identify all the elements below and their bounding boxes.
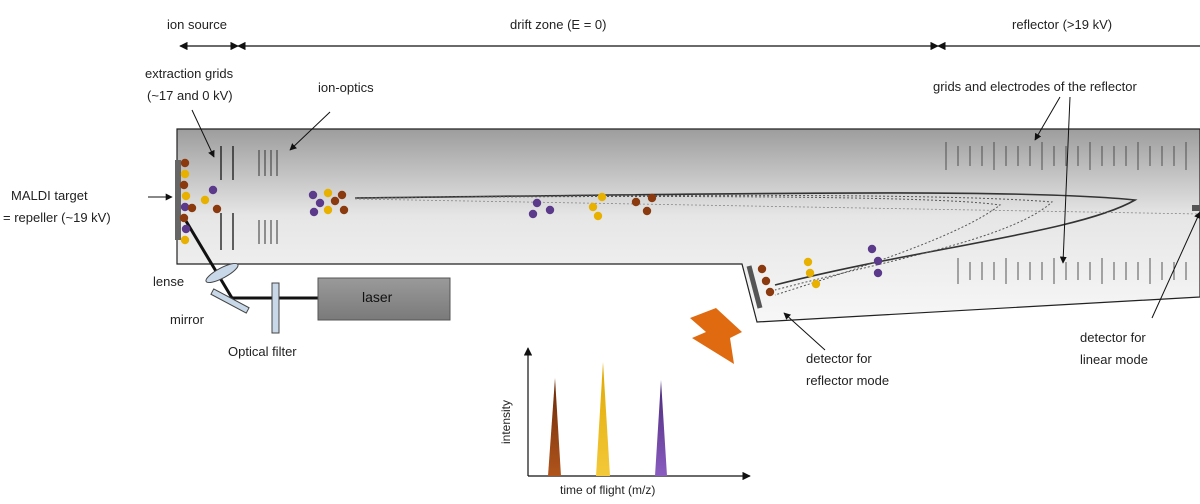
repeller-label: = repeller (~19 kV): [3, 210, 111, 225]
ion-brown: [337, 190, 347, 200]
peak-brown: [548, 378, 561, 476]
laser-beam: [181, 215, 234, 299]
ion-purple: [308, 190, 318, 200]
detector-linear-mode-label: linear mode: [1080, 352, 1148, 367]
ion-gold: [593, 211, 603, 221]
ion-brown: [757, 264, 767, 274]
drift-zone-label: drift zone (E = 0): [510, 17, 607, 32]
ion-brown: [187, 203, 197, 213]
laser-box: [317, 277, 451, 321]
ion-gold: [180, 169, 190, 179]
ion-gold: [200, 195, 210, 205]
ion-gold: [805, 268, 815, 278]
ion-brown: [631, 197, 641, 207]
optical-filter-label: Optical filter: [228, 344, 297, 359]
ion-gold: [323, 205, 333, 215]
ion-clusters: [179, 158, 883, 297]
peak-gold: [596, 362, 610, 476]
mirror-label: mirror: [170, 312, 204, 327]
ion-purple: [873, 256, 883, 266]
spectrum-xlabel: time of flight (m/z): [560, 483, 656, 497]
extraction-grids-kv-label: (~17 and 0 kV): [147, 88, 233, 103]
ion-gold: [323, 188, 333, 198]
lense-shape: [205, 262, 239, 284]
extraction-grids: [220, 146, 234, 250]
ion-source-label: ion source: [167, 17, 227, 32]
ion-purple: [309, 207, 319, 217]
detector-reflector-mode-label: reflector mode: [806, 373, 890, 388]
peak-purple: [655, 380, 667, 476]
ion-optics-label: ion-optics: [318, 80, 374, 95]
reflector-grids-upper: [945, 142, 1187, 170]
spectrum-inset: [523, 347, 751, 481]
ion-gold: [803, 257, 813, 267]
ion-brown: [330, 196, 340, 206]
ion-brown: [180, 158, 190, 168]
ion-purple: [545, 205, 555, 215]
spectrum-ylabel: intensity: [499, 399, 514, 445]
ion-purple: [867, 244, 877, 254]
detector-linear-label: detector for: [1080, 330, 1146, 345]
mirror-shape: [210, 288, 250, 314]
ion-optics-lenses: [258, 150, 278, 244]
optical-filter-shape: [271, 282, 280, 334]
reflector-label: reflector (>19 kV): [1012, 17, 1113, 32]
ion-purple: [180, 202, 190, 212]
ion-gold: [181, 191, 191, 201]
detector-reflector: [746, 265, 763, 309]
reflector-grids-lower: [957, 258, 1187, 284]
ion-gold: [588, 202, 598, 212]
grids-electrodes-label: grids and electrodes of the reflector: [933, 79, 1137, 94]
ion-trajectories: [354, 192, 1200, 296]
ion-gold: [180, 235, 190, 245]
ion-purple: [315, 198, 325, 208]
ion-gold: [597, 192, 607, 202]
signal-arrow-icon: [690, 308, 742, 364]
ion-purple: [181, 224, 191, 234]
extraction-grids-label: extraction grids: [145, 66, 234, 81]
ion-purple: [873, 268, 883, 278]
ion-purple: [528, 209, 538, 219]
ion-purple: [208, 185, 218, 195]
ion-brown: [761, 276, 771, 286]
detector-reflector-label: detector for: [806, 351, 872, 366]
ion-brown: [212, 204, 222, 214]
lense-label: lense: [153, 274, 185, 289]
ion-purple: [532, 198, 542, 208]
maldi-target-label: MALDI target: [11, 188, 88, 203]
ion-brown: [647, 193, 657, 203]
ion-brown: [339, 205, 349, 215]
ion-brown: [765, 287, 775, 297]
laser-label: laser: [362, 289, 393, 305]
ion-brown: [179, 180, 189, 190]
label-pointers: [148, 96, 1200, 351]
flight-tube: [176, 128, 1200, 323]
ion-brown: [179, 213, 189, 223]
ion-brown: [642, 206, 652, 216]
ion-gold: [811, 279, 821, 289]
maldi-target-plate: [175, 160, 181, 240]
